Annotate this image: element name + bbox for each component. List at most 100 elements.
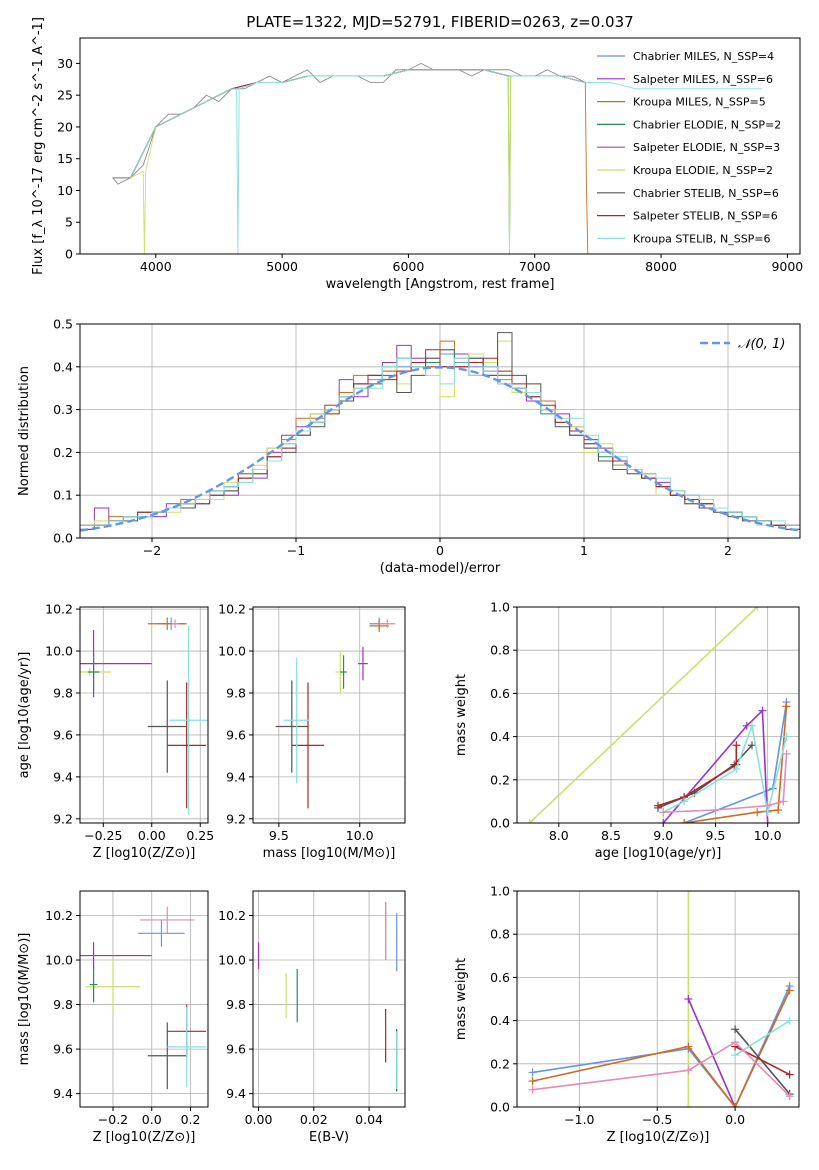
y-tick-label: 0.0 xyxy=(490,816,510,831)
y-tick-label: 20 xyxy=(57,119,73,134)
legend: 𝒩(0, 1) xyxy=(700,337,785,352)
plot-frame xyxy=(252,890,406,1108)
y-tick-label: 9.4 xyxy=(226,1086,246,1101)
plot-area xyxy=(257,902,398,1092)
model-spectrum-line xyxy=(112,69,598,179)
x-axis-label: wavelength [Angstrom, rest frame] xyxy=(326,277,555,292)
x-tick-label: 0.00 xyxy=(245,1112,273,1127)
y-tick-label: 9.8 xyxy=(53,685,73,700)
panel-mass-vs-extinction: 0.00 0.02 0.04 9.4 9.6 9.8 10.0 10.2 E(B-V) xyxy=(218,890,406,1145)
y-tick-label: 9.4 xyxy=(53,1086,73,1101)
y-tick-label: 9.8 xyxy=(226,997,246,1012)
panel-mass-weight-vs-age: 8.0 8.5 9.0 9.5 10.0 0.0 0.2 0.4 0.6 0.8 1.0 age [l… xyxy=(454,600,800,861)
model-spectrum-line xyxy=(112,69,763,254)
legend-entry: Kroupa STELIB, N_SSP=6 xyxy=(633,232,771,245)
legend-entry: Kroupa ELODIE, N_SSP=2 xyxy=(633,164,773,177)
x-tick-label: 2 xyxy=(724,543,732,558)
plot-area xyxy=(80,617,208,815)
y-tick-label: 10.0 xyxy=(45,953,73,968)
x-tick-label: 0.0 xyxy=(142,1112,162,1127)
y-tick-label: 5 xyxy=(65,215,73,230)
x-tick-label: 0.04 xyxy=(355,1112,383,1127)
model-spectrum-line xyxy=(112,69,523,254)
y-axis-label: mass weight xyxy=(454,674,469,756)
panel-mass-vs-metallicity: −0.2 0.0 0.2 9.4 9.6 9.8 10.0 10.2 Z [log10(Z/Z⊙… xyxy=(17,890,209,1145)
x-tick-label: 8.0 xyxy=(549,828,569,843)
plot-area xyxy=(525,607,791,823)
x-tick-label: −0.5 xyxy=(642,1112,672,1127)
x-tick-label: 9.5 xyxy=(269,828,289,843)
x-tick-label: 0.2 xyxy=(181,1112,201,1127)
mass-weight-line xyxy=(657,745,738,807)
y-tick-label: 9.2 xyxy=(53,811,73,826)
y-tick-label: 9.6 xyxy=(226,727,246,742)
x-tick-label: −2 xyxy=(143,543,161,558)
model-spectrum-line xyxy=(112,69,598,179)
y-tick-label: 9.8 xyxy=(226,685,246,700)
x-tick-label: 9000 xyxy=(771,259,803,274)
y-tick-label: 0.1 xyxy=(53,488,73,503)
mass-weight-line xyxy=(662,708,769,823)
legend: Chabrier MILES, N_SSP=4 Salpeter MILES, N… xyxy=(597,50,781,245)
y-axis-label: age [log10(age/yr)] xyxy=(17,652,32,779)
x-tick-label: 4000 xyxy=(140,259,172,274)
y-tick-label: 0.8 xyxy=(490,643,510,658)
y-tick-label: 9.4 xyxy=(226,769,246,784)
y-tick-label: 0.2 xyxy=(490,1056,510,1071)
y-tick-label: 0.3 xyxy=(53,402,73,417)
x-tick-label: 0.25 xyxy=(186,828,214,843)
y-tick-label: 10.2 xyxy=(218,602,246,617)
y-tick-label: 0.0 xyxy=(53,531,73,546)
mass-weight-line xyxy=(734,1028,791,1095)
plot-area xyxy=(80,332,800,538)
mass-weight-line xyxy=(687,998,736,1107)
y-tick-label: 0.2 xyxy=(53,445,73,460)
y-tick-label: 9.4 xyxy=(53,769,73,784)
panel-age-vs-mass: 9.5 10.0 9.2 9.4 9.6 9.8 10.0 10.2 mass [log10(M… xyxy=(218,602,406,861)
y-tick-label: 10.0 xyxy=(45,644,73,659)
x-axis-label: mass [log10(M/M⊙)] xyxy=(263,846,396,861)
mass-weight-line xyxy=(662,722,788,813)
model-spectrum-line xyxy=(112,69,512,254)
y-tick-label: 0.4 xyxy=(490,1013,510,1028)
y-tick-label: 1.0 xyxy=(490,600,510,615)
y-tick-label: 0.6 xyxy=(490,686,510,701)
x-tick-label: −0.2 xyxy=(98,1112,128,1127)
x-tick-label: 10.0 xyxy=(346,828,374,843)
x-tick-label: 10.0 xyxy=(754,828,782,843)
legend-entry: Salpeter MILES, N_SSP=6 xyxy=(633,73,773,86)
plot-area xyxy=(112,62,763,254)
panel-spectrum: 4000 5000 6000 7000 8000 9000 0 5 10 15 20 25 30 wave… xyxy=(31,17,803,292)
plot-area xyxy=(528,891,794,1107)
model-spectrum-line xyxy=(112,69,598,179)
plot-frame xyxy=(79,890,209,1108)
mass-weight-line xyxy=(532,990,791,1107)
x-tick-label: 5000 xyxy=(266,259,298,274)
x-tick-label: 0 xyxy=(436,543,444,558)
y-tick-label: 15 xyxy=(57,151,73,166)
mass-weight-line xyxy=(657,744,753,809)
y-tick-label: 0 xyxy=(65,247,73,262)
x-axis-label: age [log10(age/yr)] xyxy=(595,846,722,861)
mass-weight-line xyxy=(528,607,758,823)
y-tick-label: 30 xyxy=(57,56,73,71)
histogram-step xyxy=(80,357,800,538)
x-tick-label: 0.02 xyxy=(300,1112,328,1127)
y-tick-label: 0.8 xyxy=(490,927,510,942)
mass-weight-line xyxy=(532,985,791,1107)
x-axis-label: (data-model)/error xyxy=(380,561,501,576)
model-spectrum-line xyxy=(112,69,589,254)
x-tick-label: 9.5 xyxy=(705,828,725,843)
y-tick-label: 0.5 xyxy=(53,317,73,332)
plot-area xyxy=(80,906,207,1090)
panel-age-vs-metallicity: −0.25 0.00 0.25 9.2 9.4 9.6 9.8 10.0 10.2 Z [log1… xyxy=(17,602,214,861)
x-tick-label: 8000 xyxy=(645,259,677,274)
legend-entry: Chabrier STELIB, N_SSP=6 xyxy=(633,187,779,200)
y-tick-label: 10 xyxy=(57,183,73,198)
y-tick-label: 9.6 xyxy=(226,1042,246,1057)
figure-title: PLATE=1322, MJD=52791, FIBERID=0263, z=0… xyxy=(246,13,633,31)
y-axis-label: mass weight xyxy=(454,958,469,1040)
panel-mass-weight-vs-metallicity: −1.0 −0.5 0.0 0.0 0.2 0.4 0.6 0.8 1.0 Z [log10(Z/… xyxy=(454,884,800,1145)
y-tick-label: 10.2 xyxy=(45,908,73,923)
y-tick-label: 25 xyxy=(57,88,73,103)
